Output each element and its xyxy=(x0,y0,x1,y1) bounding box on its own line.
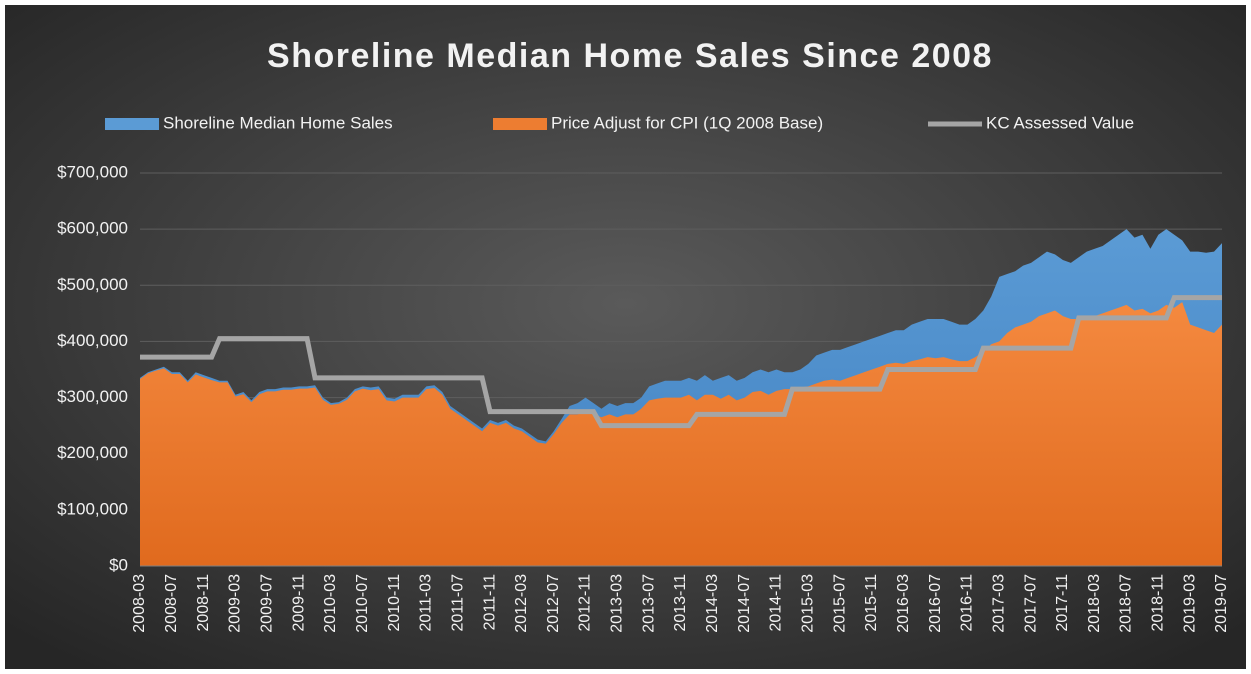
y-tick-label: $700,000 xyxy=(57,162,128,181)
x-tick-label: 2015-11 xyxy=(863,574,880,632)
x-tick-label: 2010-07 xyxy=(354,574,371,633)
x-tick-label: 2017-11 xyxy=(1054,574,1071,632)
legend-label: Price Adjust for CPI (1Q 2008 Base) xyxy=(551,113,823,132)
legend-label: KC Assessed Value xyxy=(986,113,1134,132)
x-tick-label: 2015-07 xyxy=(831,574,848,633)
x-tick-label: 2009-11 xyxy=(290,574,307,632)
y-tick-label: $0 xyxy=(109,555,128,574)
chart-title: Shoreline Median Home Sales Since 2008 xyxy=(267,37,993,75)
x-tick-label: 2017-07 xyxy=(1022,574,1039,633)
x-tick-label: 2013-07 xyxy=(640,574,657,633)
x-tick-label: 2016-07 xyxy=(927,574,944,633)
line xyxy=(140,295,1222,429)
x-tick-label: 2016-03 xyxy=(895,574,912,633)
x-tick-label: 2014-03 xyxy=(704,574,721,633)
x-tick-label: 2015-03 xyxy=(800,574,817,633)
x-tick-label: 2018-11 xyxy=(1150,574,1167,632)
x-tick-label: 2019-07 xyxy=(1213,574,1230,633)
x-tick-label: 2018-03 xyxy=(1086,574,1103,633)
x-tick-label: 2009-03 xyxy=(227,574,244,633)
legend-swatch xyxy=(493,118,547,130)
x-tick-label: 2010-11 xyxy=(386,574,403,632)
x-tick-label: 2009-07 xyxy=(259,574,276,633)
x-tick-label: 2012-03 xyxy=(513,574,530,633)
x-tick-label: 2010-03 xyxy=(322,574,339,633)
x-tick-label: 2008-07 xyxy=(163,574,180,633)
y-tick-label: $500,000 xyxy=(57,275,128,294)
x-tick-label: 2008-03 xyxy=(131,574,148,633)
y-tick-label: $100,000 xyxy=(57,499,128,518)
x-tick-label: 2017-03 xyxy=(990,574,1007,633)
x-tick-label: 2012-07 xyxy=(545,574,562,633)
legend-label: Shoreline Median Home Sales xyxy=(163,113,393,132)
x-tick-label: 2013-03 xyxy=(609,574,626,633)
y-tick-label: $300,000 xyxy=(57,387,128,406)
x-tick-label: 2014-07 xyxy=(736,574,753,633)
x-tick-label: 2008-11 xyxy=(195,574,212,632)
x-tick-label: 2011-07 xyxy=(449,574,466,632)
x-tick-label: 2012-11 xyxy=(577,574,594,632)
y-tick-label: $200,000 xyxy=(57,443,128,462)
y-tick-label: $400,000 xyxy=(57,331,128,350)
legend-swatch xyxy=(105,118,159,130)
x-tick-label: 2016-11 xyxy=(959,574,976,632)
x-tick-label: 2018-07 xyxy=(1118,574,1135,633)
x-tick-label: 2011-11 xyxy=(481,574,498,630)
y-tick-label: $600,000 xyxy=(57,219,128,238)
x-tick-label: 2011-03 xyxy=(418,574,435,632)
x-tick-label: 2014-11 xyxy=(768,574,785,632)
x-tick-label: 2019-03 xyxy=(1181,574,1198,633)
x-tick-label: 2013-11 xyxy=(672,574,689,632)
